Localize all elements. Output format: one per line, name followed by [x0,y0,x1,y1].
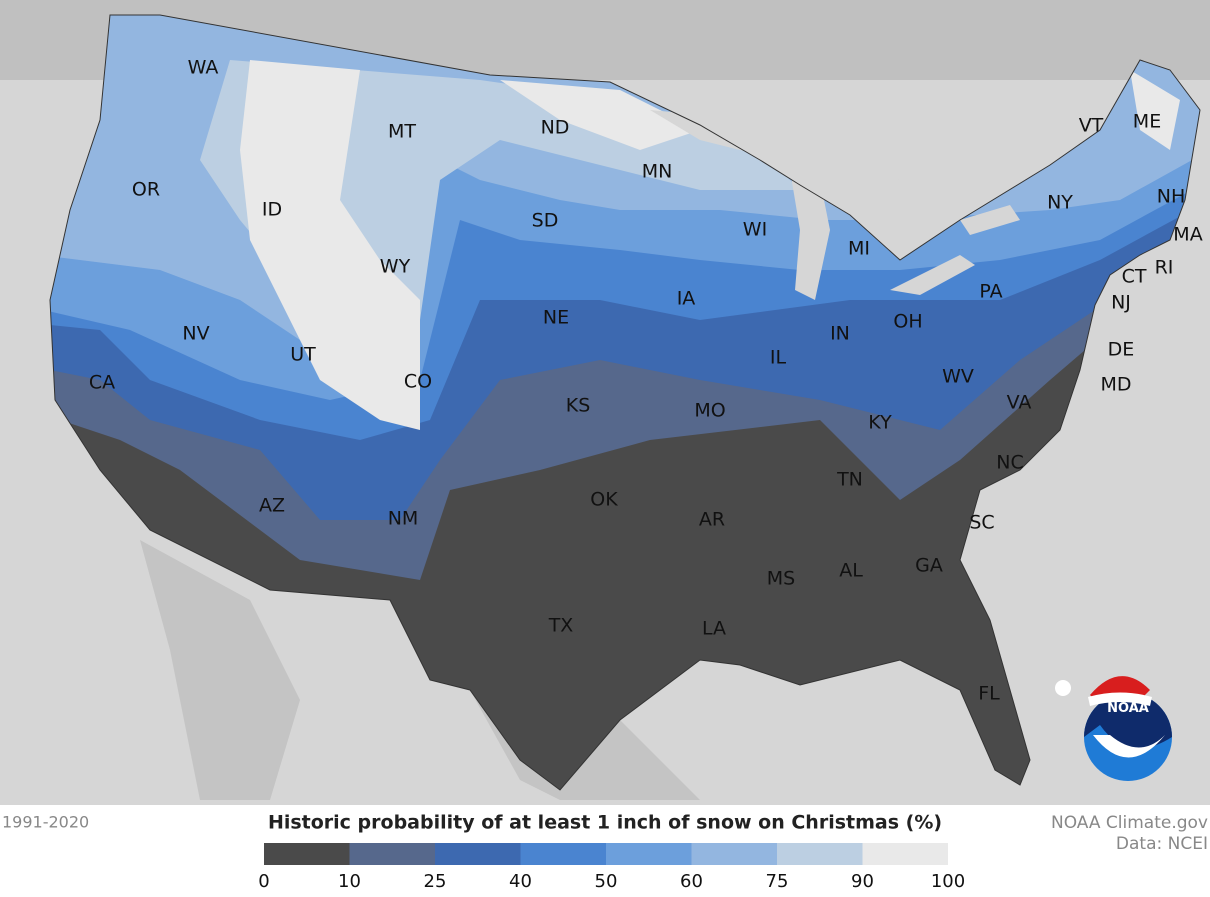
zone-90 [240,60,1180,430]
logo-gull [1093,735,1165,758]
state-label: TX [548,615,574,637]
state-label: SC [969,512,994,534]
state-label: IA [677,288,696,310]
legend-swatch [349,843,435,865]
noaa-logo: NOAA [1055,676,1172,781]
state-labels: WA OR CA ID NV MT WY UT AZ CO NM ND SD N… [89,57,1203,705]
legend-swatch [520,843,606,865]
lake-michigan [790,170,830,300]
legend-tick-label: 0 [258,871,269,892]
legend-swatch [606,843,692,865]
state-label: NY [1047,192,1073,214]
source: Data: NCEI [1116,834,1208,854]
state-label: NV [182,323,209,345]
state-label: NC [996,452,1023,474]
legend-swatch [264,843,350,865]
legend-swatch [862,843,948,865]
state-label: NE [543,307,569,329]
state-label: CA [89,372,115,394]
legend-title: Historic probability of at least 1 inch … [268,812,942,834]
state-label: NM [388,508,419,530]
state-label: PA [979,281,1002,303]
legend-tick-label: 25 [424,871,447,892]
state-label: NJ [1111,292,1131,314]
state-label: KS [566,395,591,417]
state-label: MI [848,238,870,260]
mexico [140,540,300,800]
state-label: CT [1122,266,1147,288]
state-label: KY [868,412,892,434]
lake-ontario [960,205,1020,235]
legend-tick-label: 60 [680,871,703,892]
state-label: NH [1157,186,1186,208]
state-label: AZ [259,495,285,517]
state-label: WA [188,57,219,79]
state-label: LA [702,618,726,640]
legend-swatch [777,843,863,865]
legend-tick-label: 40 [509,871,532,892]
legend-swatch [691,843,777,865]
legend-tick-label: 90 [851,871,874,892]
state-label: MN [642,161,673,183]
state-label: MA [1173,224,1202,246]
state-label: UT [290,344,316,366]
state-label: IN [830,323,850,345]
state-label: WV [942,366,974,388]
state-label: IL [770,347,787,369]
state-label: MT [388,121,416,143]
state-label: AL [839,560,863,582]
state-label: WI [743,219,767,241]
state-label: ME [1133,111,1161,133]
state-label: MO [694,400,725,422]
mexico-east [390,600,700,800]
state-label: OH [893,311,922,333]
lake-superior [650,110,800,155]
state-label: CO [404,371,432,393]
state-label: DE [1108,339,1135,361]
legend: 0 10 25 40 50 60 75 90 100 [258,843,965,892]
hat-brim [1088,692,1152,706]
lake-erie [890,255,975,295]
state-label: TN [836,469,863,491]
logo-text: NOAA [1107,701,1149,716]
state-label: MD [1100,374,1131,396]
state-label: ID [262,199,282,221]
legend-tick-label: 100 [931,871,965,892]
legend-tick-label: 10 [338,871,361,892]
state-label: MS [767,568,795,590]
state-label: GA [915,555,943,577]
state-label: OK [590,489,618,511]
state-label: VT [1079,115,1104,137]
legend-swatch [435,843,521,865]
legend-tick-label: 75 [766,871,789,892]
credit: NOAA Climate.gov [1051,813,1208,833]
state-label: SD [532,210,559,232]
hat-pompom [1055,680,1071,696]
state-label: OR [132,179,160,201]
state-label: WY [380,256,411,278]
logo-top [1084,693,1172,749]
period: 1991-2020 [2,813,89,832]
lake-huron [850,160,920,260]
state-label: ND [541,117,570,139]
state-label: RI [1155,257,1174,279]
legend-tick-label: 50 [595,871,618,892]
state-label: FL [978,683,1000,705]
state-label: VA [1007,392,1032,414]
state-label: AR [699,509,725,531]
